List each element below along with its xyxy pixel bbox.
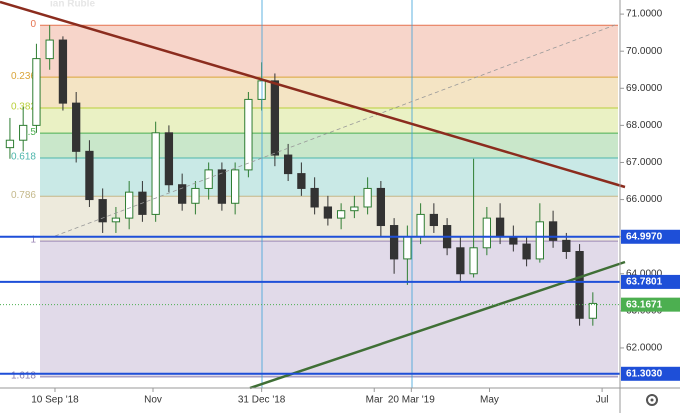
x-tick-label: May xyxy=(480,395,499,406)
candle-body xyxy=(350,206,359,212)
fib-band xyxy=(40,196,618,242)
fib-trend-line xyxy=(54,24,616,237)
last-price-label: 63.1671 xyxy=(626,299,663,310)
candle-body xyxy=(456,247,465,275)
price-label: 63.7801 xyxy=(626,277,663,288)
fib-band xyxy=(40,77,618,108)
watermark: ian Ruble xyxy=(50,0,95,10)
candle-body xyxy=(125,191,134,219)
candle-body xyxy=(429,213,439,227)
price-label-box xyxy=(621,366,680,381)
x-tick-label: Jul xyxy=(596,395,609,406)
candle-body xyxy=(111,217,121,223)
candle-body xyxy=(495,217,505,238)
candle-body xyxy=(310,187,319,208)
candle-body xyxy=(204,169,213,189)
price-label-box xyxy=(621,274,680,289)
candle-body xyxy=(217,169,227,204)
candle-body xyxy=(336,210,346,219)
fib-label: 0.236 xyxy=(11,71,36,82)
fib-bands: 0 0.236 0.382 0.5 0.618 0.786 1 1.618 xyxy=(11,19,618,382)
candle-body xyxy=(58,39,68,104)
y-tick-label: 71.0000 xyxy=(626,9,663,20)
y-tick-label: 62.0000 xyxy=(626,343,663,354)
x-tick-label: Nov xyxy=(144,395,162,406)
candle-body xyxy=(85,150,94,201)
candle-body xyxy=(535,221,544,260)
fib-label: 1.618 xyxy=(11,371,36,382)
candle-body xyxy=(270,80,280,156)
y-tick-label: 64.0000 xyxy=(626,268,663,279)
fib-label: 0.5 xyxy=(22,127,36,138)
fib-label: 1 xyxy=(30,235,36,246)
candle-body xyxy=(98,199,107,223)
candle-body xyxy=(45,39,54,60)
fib-band xyxy=(40,25,618,78)
candle-body xyxy=(191,187,200,204)
y-tick-label: 67.0000 xyxy=(626,157,663,168)
candle-body xyxy=(283,154,293,175)
candle-body xyxy=(72,102,81,152)
fib-band xyxy=(40,241,618,377)
x-tick-label: Mar xyxy=(366,395,384,406)
candle-body xyxy=(389,225,399,260)
candle-body xyxy=(376,187,386,227)
candle-body xyxy=(5,139,15,149)
candle-body xyxy=(509,236,518,245)
price-label: 64.9970 xyxy=(626,231,663,242)
price-label-box xyxy=(621,229,680,244)
fib-label: 0.618 xyxy=(11,152,36,163)
trend-line xyxy=(0,0,626,189)
candle-body xyxy=(588,302,597,319)
x-tick-label: 20 Mar '19 xyxy=(388,395,435,406)
candle-body xyxy=(363,187,372,208)
candle-body xyxy=(575,250,584,319)
candle-body xyxy=(178,184,187,204)
price-label: 61.3030 xyxy=(626,368,663,379)
candle-body xyxy=(482,217,491,249)
fib-label: 0 xyxy=(30,19,36,30)
candle-body xyxy=(244,98,253,171)
fib-band xyxy=(40,133,618,159)
y-tick-label: 70.0000 xyxy=(626,46,663,57)
candle-body xyxy=(548,221,558,241)
y-tick-label: 69.0000 xyxy=(626,83,663,94)
candle-body xyxy=(323,206,333,219)
price-label-box xyxy=(621,297,680,312)
candle-body xyxy=(469,247,478,275)
candle-body xyxy=(32,58,41,126)
fib-label: 0.786 xyxy=(11,190,36,201)
fib-label: 0.382 xyxy=(11,102,36,113)
candle-body xyxy=(297,173,306,189)
candle-body xyxy=(562,239,571,252)
y-tick-label: 68.0000 xyxy=(626,120,663,131)
candle-body xyxy=(19,124,28,141)
x-tick-label: 31 Dec '18 xyxy=(238,395,286,406)
candle-body xyxy=(231,169,240,204)
candle-body xyxy=(403,236,412,260)
candle-body xyxy=(416,213,425,238)
y-tick-label: 66.0000 xyxy=(626,194,663,205)
candle-body xyxy=(164,132,174,186)
trend-line xyxy=(249,260,626,390)
fib-band xyxy=(40,158,618,197)
overlay: 71.0000 70.0000 69.0000 68.0000 67.0000 66.00… xyxy=(0,9,680,406)
candle-body xyxy=(522,243,531,260)
candle-body xyxy=(151,132,160,215)
x-tick-label: 10 Sep '18 xyxy=(31,395,79,406)
settings-icon[interactable] xyxy=(646,394,658,406)
fib-band xyxy=(40,107,618,134)
